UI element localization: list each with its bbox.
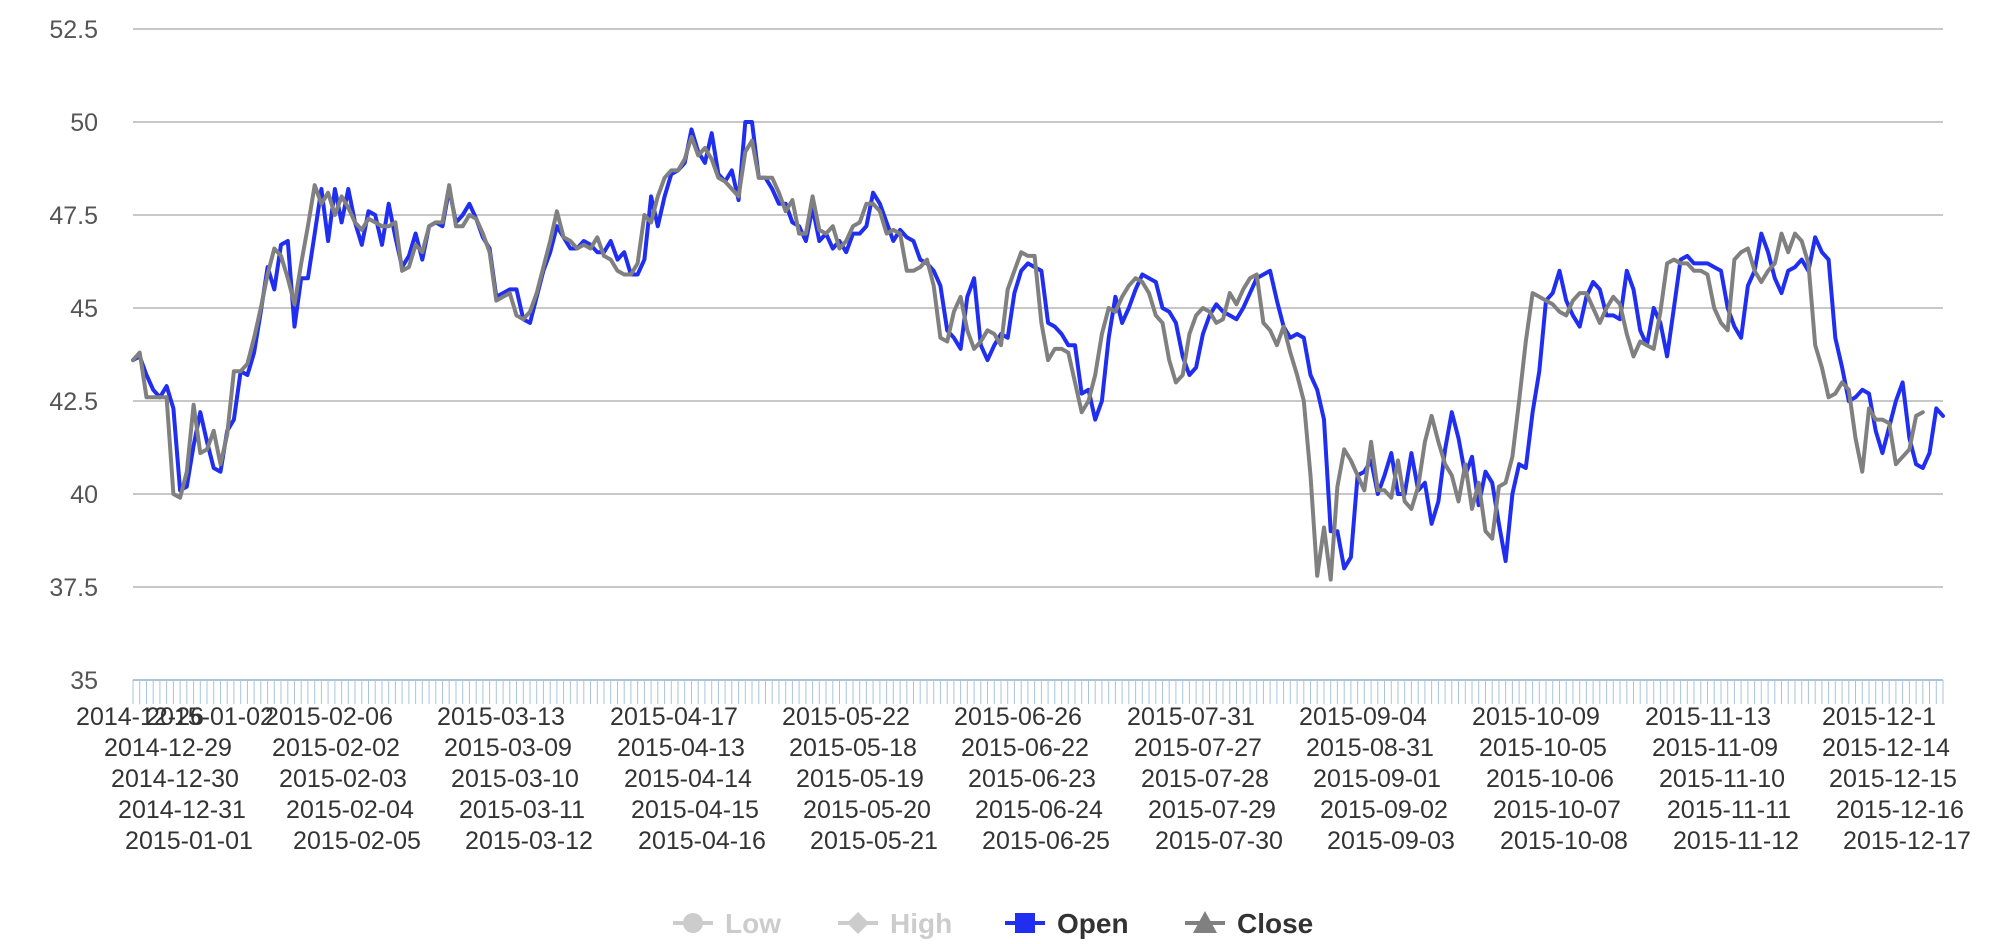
legend-item-close[interactable]: Close — [1185, 908, 1313, 939]
x-tick-label: 2015-04-13 — [617, 734, 745, 762]
x-tick-label: 2015-06-24 — [975, 796, 1103, 824]
legend[interactable]: Low High Open Close — [673, 908, 1313, 939]
x-tick-label: 2015-10-07 — [1493, 796, 1621, 824]
diamond-marker-icon — [847, 912, 869, 934]
x-tick-label: 2015-02-02 — [272, 734, 400, 762]
x-tick-label: 2015-09-03 — [1327, 827, 1455, 855]
x-tick-label: 2015-06-23 — [968, 765, 1096, 793]
x-tick-label: 2015-12-17 — [1843, 827, 1971, 855]
x-tick-label: 2015-10-06 — [1486, 765, 1614, 793]
x-tick-label: 2014-12-31 — [118, 796, 246, 824]
x-tick-label: 2015-05-20 — [803, 796, 931, 824]
x-tick-label: 2015-11-13 — [1645, 703, 1771, 731]
y-tick-label: 40 — [70, 481, 98, 509]
y-tick-label: 37.5 — [49, 574, 98, 602]
x-tick-label: 2015-09-02 — [1320, 796, 1448, 824]
x-tick-label: 2015-07-31 — [1127, 703, 1255, 731]
x-tick-label: 2015-07-27 — [1134, 734, 1262, 762]
legend-item-high[interactable]: High — [838, 908, 952, 939]
x-tick-label: 2015-05-21 — [810, 827, 938, 855]
series-line-close — [131, 134, 1925, 582]
circle-marker-icon — [683, 913, 703, 933]
x-tick-label: 2015-09-04 — [1299, 703, 1427, 731]
x-tick-label: 2015-12-16 — [1836, 796, 1964, 824]
x-tick-label: 2015-05-22 — [782, 703, 910, 731]
x-tick-label: 2015-10-09 — [1472, 703, 1600, 731]
x-tick-label: 2015-10-05 — [1479, 734, 1607, 762]
y-tick-label: 47.5 — [49, 202, 98, 230]
legend-label: High — [890, 908, 952, 939]
y-tick-label: 42.5 — [49, 388, 98, 416]
x-tick-label: 2015-11-09 — [1652, 734, 1778, 762]
legend-label: Open — [1057, 908, 1129, 939]
x-tick-label: 2015-03-10 — [451, 765, 579, 793]
x-tick-label: 2015-02-06 — [265, 703, 393, 731]
legend-label: Low — [725, 908, 781, 939]
x-tick-label: 2014-12-29 — [104, 734, 232, 762]
x-tick-label: 2015-10-08 — [1500, 827, 1628, 855]
x-tick-label: 2015-12-14 — [1822, 734, 1950, 762]
legend-item-low[interactable]: Low — [673, 908, 781, 939]
x-tick-label: 2015-09-01 — [1313, 765, 1441, 793]
x-tick-label: 2015-07-28 — [1141, 765, 1269, 793]
x-tick-label: 2015-11-12 — [1673, 827, 1799, 855]
x-tick-label: 2015-07-30 — [1155, 827, 1283, 855]
x-tick-label: 2015-12-1 — [1822, 703, 1936, 731]
x-tick-label: 2015-05-18 — [789, 734, 917, 762]
x-tick-label: 2015-07-29 — [1148, 796, 1276, 824]
legend-item-open[interactable]: Open — [1005, 908, 1129, 939]
grid — [133, 28, 1943, 588]
y-axis-ticks: 35 37.5 40 42.5 45 47.5 50 52.5 — [49, 16, 98, 695]
y-tick-label: 35 — [70, 667, 98, 695]
x-tick-label: 2015-03-11 — [459, 796, 585, 824]
x-tick-label: 2015-02-05 — [293, 827, 421, 855]
y-tick-label: 50 — [70, 109, 98, 137]
x-tick-label: 2015-11-11 — [1667, 796, 1791, 824]
x-tick-label: 2014-12-30 — [111, 765, 239, 793]
square-marker-icon — [1015, 913, 1035, 933]
x-tick-label: 2015-06-26 — [954, 703, 1082, 731]
x-tick-label: 2015-02-04 — [286, 796, 414, 824]
triangle-marker-icon — [1193, 911, 1217, 933]
x-tick-label: 2014-12-26 — [76, 703, 204, 731]
y-tick-label: 52.5 — [49, 16, 98, 44]
x-tick-label: 2015-12-15 — [1829, 765, 1957, 793]
x-tick-label: 2015-03-12 — [465, 827, 593, 855]
x-tick-label: 2015-04-17 — [610, 703, 738, 731]
x-tick-label: 2015-11-10 — [1659, 765, 1785, 793]
x-tick-label: 2015-01-02 — [146, 703, 274, 731]
x-tick-label: 2015-04-15 — [631, 796, 759, 824]
x-tick-label: 2015-06-25 — [982, 827, 1110, 855]
x-tick-label: 2015-03-09 — [444, 734, 572, 762]
x-tick-label: 2015-08-31 — [1306, 734, 1434, 762]
x-tick-label: 2015-03-13 — [437, 703, 565, 731]
x-tick-label: 2015-04-14 — [624, 765, 752, 793]
x-tick-label: 2015-06-22 — [961, 734, 1089, 762]
series — [131, 120, 1945, 582]
x-axis-ticks — [132, 680, 1944, 704]
x-tick-label: 2015-02-03 — [279, 765, 407, 793]
x-tick-label: 2015-04-16 — [638, 827, 766, 855]
series-line-open — [131, 120, 1945, 571]
x-tick-label: 2015-01-01 — [125, 827, 253, 855]
y-tick-label: 45 — [70, 295, 98, 323]
legend-label: Close — [1237, 908, 1313, 939]
x-tick-label: 2015-05-19 — [796, 765, 924, 793]
